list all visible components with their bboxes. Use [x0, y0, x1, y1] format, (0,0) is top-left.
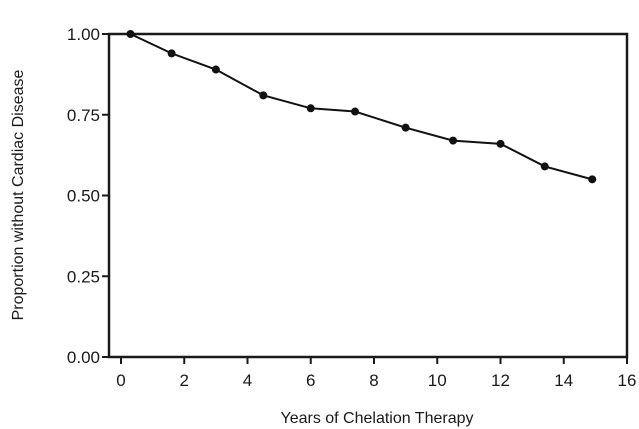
y-tick-label: 0.25 [67, 267, 100, 286]
y-tick-label: 0.75 [67, 106, 100, 125]
y-tick-label: 1.00 [67, 25, 100, 44]
x-tick-label: 12 [491, 371, 510, 390]
data-point [540, 162, 549, 171]
data-point [588, 175, 597, 184]
x-tick-label: 14 [554, 371, 573, 390]
x-tick-label: 8 [369, 371, 378, 390]
y-tick-label: 0.50 [67, 187, 100, 206]
data-point [449, 136, 458, 145]
x-tick-label: 6 [306, 371, 315, 390]
data-point [351, 107, 360, 116]
y-axis-ticks: 0.00 0.25 0.50 0.75 1.00 [67, 25, 109, 367]
x-tick-label: 0 [116, 371, 125, 390]
series-group [126, 30, 597, 184]
y-axis-title: Proportion without Cardiac Disease [10, 70, 27, 321]
plot-frame [107, 32, 629, 359]
x-tick-label: 4 [243, 371, 252, 390]
data-point [496, 139, 505, 148]
x-tick-label: 2 [180, 371, 189, 390]
x-axis-title: Years of Chelation Therapy [280, 410, 473, 427]
series-line [130, 33, 593, 181]
data-point [211, 65, 220, 74]
x-axis-ticks: 0 2 4 6 8 10 12 14 16 [116, 357, 636, 390]
y-tick-label: 0.00 [67, 348, 100, 367]
data-point [126, 30, 135, 38]
data-point [259, 91, 268, 100]
data-point [306, 104, 315, 113]
data-point [401, 123, 410, 132]
x-tick-label: 10 [428, 371, 447, 390]
data-point [167, 49, 176, 58]
x-tick-label: 16 [618, 371, 637, 390]
